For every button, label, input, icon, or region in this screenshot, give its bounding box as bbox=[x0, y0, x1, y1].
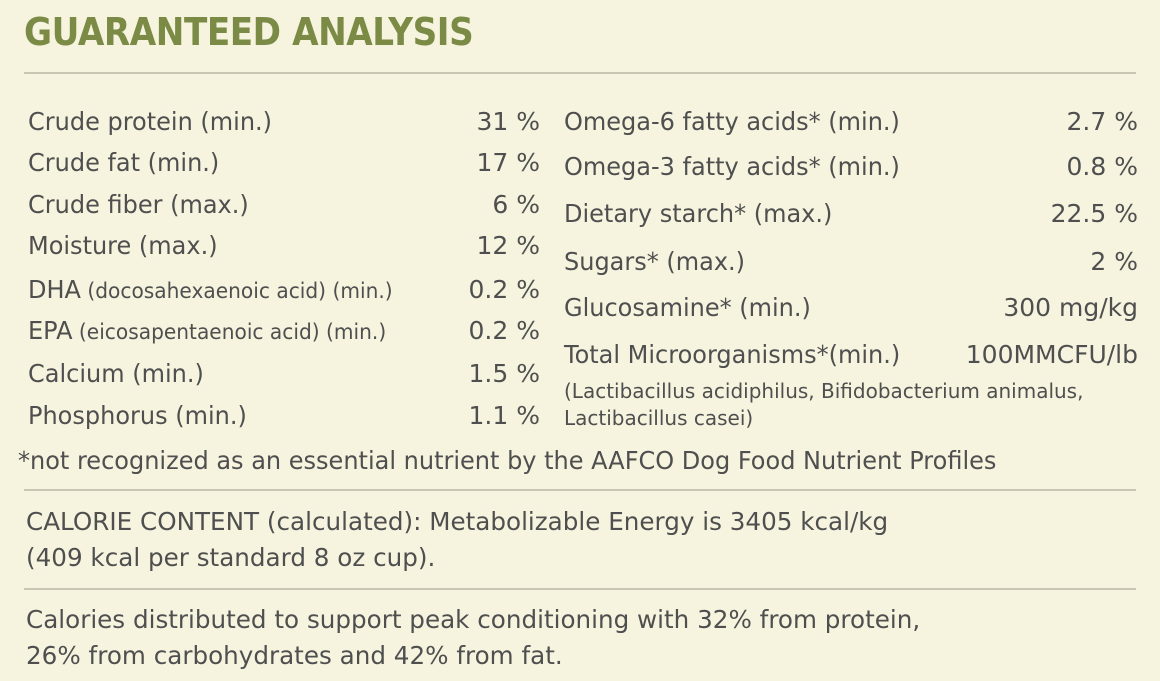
calorie-distribution-section: Calories distributed to support peak con… bbox=[26, 602, 934, 674]
analysis-row-omega-3: Omega-3 fatty acids* (min.) 0.8 % bbox=[564, 147, 1138, 187]
nutrient-qualifier: (min.) bbox=[326, 279, 393, 303]
analysis-row-crude-fiber: Crude fiber (max.) 6 % bbox=[28, 185, 540, 225]
footnote-divider bbox=[24, 489, 1136, 491]
nutrient-qualifier: (min.) bbox=[319, 320, 387, 344]
analysis-row-omega-6: Omega-6 fatty acids* (min.) 2.7 % bbox=[564, 102, 1138, 142]
analysis-row-crude-fat: Crude fat (min.) 17 % bbox=[28, 143, 540, 183]
nutrient-value: 1.5 % bbox=[468, 359, 540, 388]
calorie-content-line-2: (409 kcal per standard 8 oz cup). bbox=[26, 543, 436, 572]
analysis-row-glucosamine: Glucosamine* (min.) 300 mg/kg bbox=[564, 288, 1138, 328]
nutrient-abbrev: DHA bbox=[28, 275, 81, 304]
title-divider bbox=[24, 72, 1136, 74]
nutrient-value: 1.1 % bbox=[468, 401, 540, 430]
nutrient-label: Phosphorus (min.) bbox=[28, 401, 247, 430]
nutrient-value: 0.2 % bbox=[468, 275, 540, 304]
analysis-row-epa: EPA (eicosapentaenoic acid) (min.) 0.2 % bbox=[28, 311, 540, 351]
nutrient-value: 300 mg/kg bbox=[1003, 293, 1138, 322]
nutrient-value: 12 % bbox=[476, 231, 540, 260]
calorie-content-section: CALORIE CONTENT (calculated): Metaboliza… bbox=[26, 504, 901, 576]
analysis-row-dha: DHA (docosahexaenoic acid) (min.) 0.2 % bbox=[28, 270, 540, 310]
nutrient-label: Omega-6 fatty acids* (min.) bbox=[564, 107, 900, 136]
analysis-row-crude-protein: Crude protein (min.) 31 % bbox=[28, 102, 540, 142]
nutrient-full-name: (docosahexaenoic acid) bbox=[80, 279, 327, 303]
nutrient-value: 2 % bbox=[1090, 247, 1138, 276]
nutrient-label: Moisture (max.) bbox=[28, 231, 218, 260]
analysis-row-calcium: Calcium (min.) 1.5 % bbox=[28, 354, 540, 394]
nutrient-value: 0.8 % bbox=[1066, 152, 1138, 181]
analysis-row-phosphorus: Phosphorus (min.) 1.1 % bbox=[28, 396, 540, 436]
nutrient-label: DHA (docosahexaenoic acid) (min.) bbox=[28, 270, 393, 311]
aafco-footnote: *not recognized as an essential nutrient… bbox=[18, 446, 997, 475]
analysis-row-sugars: Sugars* (max.) 2 % bbox=[564, 242, 1138, 282]
nutrient-label: Glucosamine* (min.) bbox=[564, 293, 811, 322]
nutrient-abbrev: EPA bbox=[28, 316, 73, 345]
nutrient-label: Omega-3 fatty acids* (min.) bbox=[564, 152, 900, 181]
nutrient-value: 0.2 % bbox=[468, 316, 540, 345]
nutrient-full-name: (eicosapentaenoic acid) bbox=[72, 320, 320, 344]
calorie-divider bbox=[24, 588, 1136, 590]
nutrient-value: 22.5 % bbox=[1050, 199, 1138, 228]
calorie-content-line-1: CALORIE CONTENT (calculated): Metaboliza… bbox=[26, 507, 889, 536]
nutrient-label: EPA (eicosapentaenoic acid) (min.) bbox=[28, 311, 386, 352]
calorie-distribution-line-2: 26% from carbohydrates and 42% from fat. bbox=[26, 641, 563, 670]
nutrient-label: Sugars* (max.) bbox=[564, 247, 746, 276]
nutrient-label: Total Microorganisms*(min.) bbox=[564, 340, 901, 369]
analysis-row-dietary-starch: Dietary starch* (max.) 22.5 % bbox=[564, 194, 1138, 234]
nutrient-value: 2.7 % bbox=[1066, 107, 1138, 136]
nutrient-value: 17 % bbox=[476, 148, 540, 177]
analysis-row-moisture: Moisture (max.) 12 % bbox=[28, 226, 540, 266]
nutrient-value: 100MMCFU/lb bbox=[965, 340, 1138, 369]
nutrient-label: Crude fat (min.) bbox=[28, 148, 220, 177]
microorganisms-note-line-2: Lactibacillus casei) bbox=[564, 406, 754, 430]
nutrient-label: Crude protein (min.) bbox=[28, 107, 273, 136]
nutrient-value: 6 % bbox=[492, 190, 540, 219]
nutrient-label: Crude fiber (max.) bbox=[28, 190, 249, 219]
nutrient-label: Dietary starch* (max.) bbox=[564, 199, 833, 228]
calorie-distribution-line-1: Calories distributed to support peak con… bbox=[26, 605, 921, 634]
analysis-row-total-microorganisms: Total Microorganisms*(min.) 100MMCFU/lb bbox=[564, 335, 1138, 375]
microorganisms-note-line-1: (Lactibacillus acidiphilus, Bifidobacter… bbox=[564, 379, 1084, 403]
nutrient-value: 31 % bbox=[476, 107, 540, 136]
page-title: GUARANTEED ANALYSIS bbox=[24, 10, 474, 54]
nutrient-label: Calcium (min.) bbox=[28, 359, 204, 388]
